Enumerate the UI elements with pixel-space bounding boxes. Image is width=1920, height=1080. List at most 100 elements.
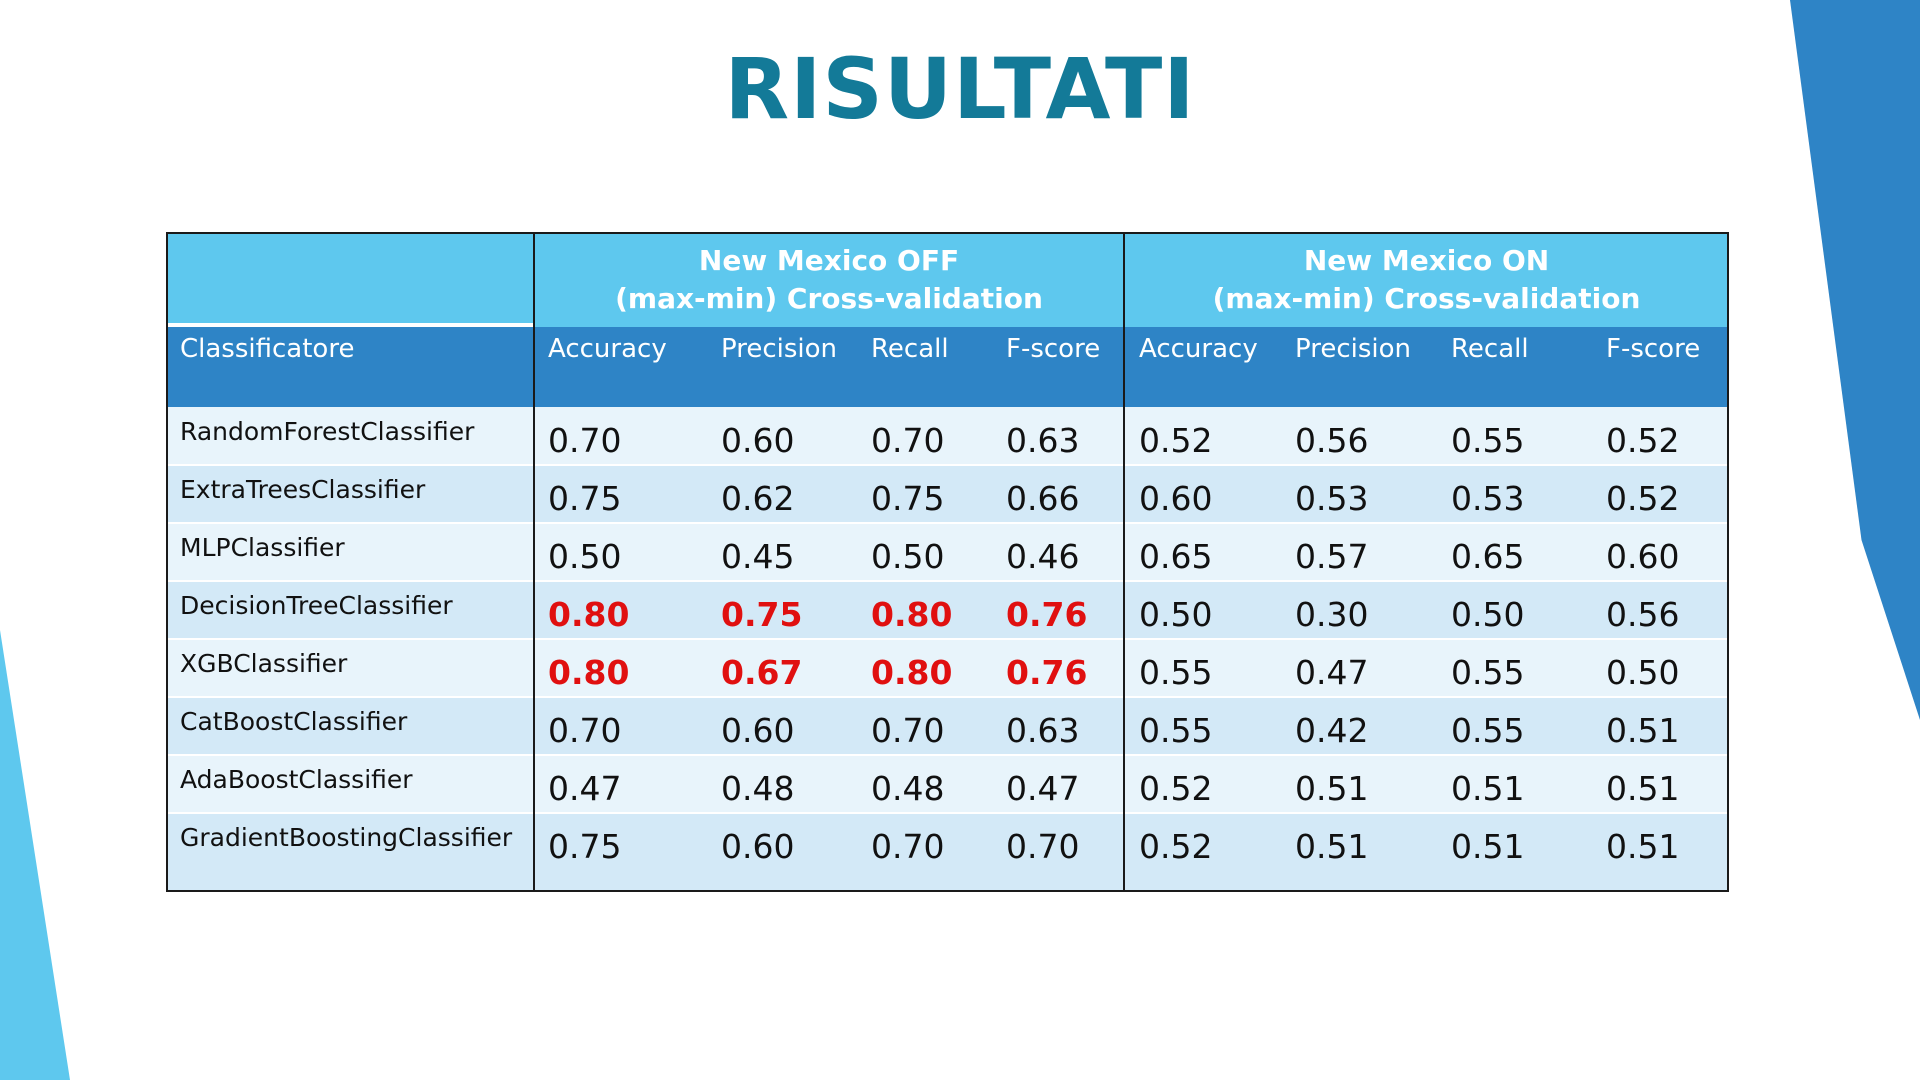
table-group-header — [168, 234, 1727, 327]
cell-off-value: 0.80 — [871, 595, 953, 634]
table-row: CatBoostClassifier 0.70 0.60 0.70 0.63 0.55 0.… — [168, 697, 1727, 755]
cell-off-value: 0.47 — [548, 769, 622, 808]
cell-on-value: 0.55 — [1139, 653, 1213, 692]
cell-off-value: 0.80 — [548, 595, 630, 634]
table-row: GradientBoostingClassifier 0.75 0.60 0.70 0.… — [168, 813, 1727, 890]
row-separator — [168, 522, 1727, 524]
classifier-name: RandomForestClassifier — [180, 417, 475, 446]
cell-on-value: 0.51 — [1295, 769, 1369, 808]
group-on-line2: (max-min) Cross-validation — [1212, 282, 1641, 315]
cell-off-value: 0.50 — [871, 537, 945, 576]
cell-on-value: 0.51 — [1606, 827, 1680, 866]
cell-on-value: 0.52 — [1139, 827, 1213, 866]
cell-off-value: 0.62 — [721, 479, 795, 518]
cell-on-value: 0.55 — [1451, 653, 1525, 692]
table-row: ExtraTreesClassifier 0.75 0.62 0.75 0.66 0.60… — [168, 465, 1727, 523]
row-separator — [168, 812, 1727, 814]
cell-on-value: 0.50 — [1451, 595, 1525, 634]
cell-off-value: 0.70 — [1006, 827, 1080, 866]
col-off-accuracy: Accuracy — [548, 334, 667, 364]
results-table: New Mexico OFF (max-min) Cross-validatio… — [166, 232, 1729, 892]
table-row: AdaBoostClassifier 0.47 0.48 0.48 0.47 0.52 0.… — [168, 755, 1727, 813]
cell-on-value: 0.47 — [1295, 653, 1369, 692]
cell-on-value: 0.42 — [1295, 711, 1369, 750]
cell-on-value: 0.53 — [1451, 479, 1525, 518]
cell-off-value: 0.70 — [871, 711, 945, 750]
cell-on-value: 0.52 — [1139, 421, 1213, 460]
group-off-line1: New Mexico OFF — [698, 244, 960, 277]
slide-title: RISULTATI — [724, 40, 1196, 138]
classifier-name: AdaBoostClassifier — [180, 765, 413, 794]
col-on-recall: Recall — [1451, 334, 1529, 364]
cell-on-value: 0.30 — [1295, 595, 1369, 634]
decorative-shape-left — [0, 630, 70, 1080]
cell-off-value: 0.63 — [1006, 711, 1080, 750]
row-separator — [168, 638, 1727, 640]
cell-on-value: 0.60 — [1139, 479, 1213, 518]
cell-on-value: 0.60 — [1606, 537, 1680, 576]
col-on-fscore: F-score — [1606, 334, 1701, 364]
row-separator — [168, 580, 1727, 582]
cell-off-value: 0.76 — [1006, 653, 1088, 692]
cell-on-value: 0.51 — [1451, 769, 1525, 808]
cell-on-value: 0.51 — [1295, 827, 1369, 866]
cell-off-value: 0.75 — [548, 479, 622, 518]
classifier-name: ExtraTreesClassifier — [180, 475, 426, 504]
cell-off-value: 0.70 — [871, 827, 945, 866]
cell-on-value: 0.52 — [1606, 479, 1680, 518]
cell-off-value: 0.80 — [548, 653, 630, 692]
cell-off-value: 0.70 — [548, 421, 622, 460]
cell-on-value: 0.51 — [1451, 827, 1525, 866]
classifier-name: GradientBoostingClassifier — [180, 823, 513, 852]
group-off-line2: (max-min) Cross-validation — [615, 282, 1043, 315]
cell-off-value: 0.66 — [1006, 479, 1080, 518]
group-header-on: New Mexico ON (max-min) Cross-validation — [1124, 242, 1727, 318]
cell-off-value: 0.75 — [721, 595, 803, 634]
classifier-name: XGBClassifier — [180, 649, 348, 678]
cell-on-value: 0.51 — [1606, 711, 1680, 750]
cell-on-value: 0.53 — [1295, 479, 1369, 518]
cell-off-value: 0.76 — [1006, 595, 1088, 634]
cell-off-value: 0.47 — [1006, 769, 1080, 808]
cell-off-value: 0.50 — [548, 537, 622, 576]
cell-off-value: 0.48 — [871, 769, 945, 808]
row-separator — [168, 754, 1727, 756]
cell-off-value: 0.46 — [1006, 537, 1080, 576]
cell-off-value: 0.75 — [871, 479, 945, 518]
col-on-accuracy: Accuracy — [1139, 334, 1258, 364]
row-header-label: Classificatore — [180, 334, 355, 364]
cell-on-value: 0.65 — [1451, 537, 1525, 576]
cell-on-value: 0.56 — [1295, 421, 1369, 460]
cell-on-value: 0.55 — [1451, 421, 1525, 460]
cell-on-value: 0.52 — [1139, 769, 1213, 808]
classifier-name: DecisionTreeClassifier — [180, 591, 453, 620]
cell-off-value: 0.67 — [721, 653, 803, 692]
col-off-recall: Recall — [871, 334, 949, 364]
col-off-precision: Precision — [721, 334, 838, 364]
classifier-name: MLPClassifier — [180, 533, 345, 562]
table-row: MLPClassifier 0.50 0.45 0.50 0.46 0.65 0.57 0.6… — [168, 523, 1727, 581]
cell-off-value: 0.70 — [548, 711, 622, 750]
cell-off-value: 0.60 — [721, 711, 795, 750]
cell-on-value: 0.50 — [1139, 595, 1213, 634]
table-row: DecisionTreeClassifier 0.80 0.75 0.80 0.76 0.… — [168, 581, 1727, 639]
cell-off-value: 0.75 — [548, 827, 622, 866]
col-on-precision: Precision — [1295, 334, 1412, 364]
column-divider — [1123, 234, 1125, 890]
cell-off-value: 0.80 — [871, 653, 953, 692]
row-separator — [168, 464, 1727, 466]
cell-on-value: 0.57 — [1295, 537, 1369, 576]
column-divider — [533, 234, 535, 890]
cell-off-value: 0.60 — [721, 421, 795, 460]
cell-on-value: 0.55 — [1139, 711, 1213, 750]
group-header-off: New Mexico OFF (max-min) Cross-validatio… — [534, 242, 1124, 318]
group-on-line1: New Mexico ON — [1303, 244, 1550, 277]
row-separator — [168, 696, 1727, 698]
table-column-header — [168, 327, 1727, 407]
cell-off-value: 0.60 — [721, 827, 795, 866]
cell-on-value: 0.56 — [1606, 595, 1680, 634]
table-row: XGBClassifier 0.80 0.67 0.80 0.76 0.55 0.47 0.5… — [168, 639, 1727, 697]
cell-on-value: 0.50 — [1606, 653, 1680, 692]
cell-on-value: 0.52 — [1606, 421, 1680, 460]
cell-on-value: 0.55 — [1451, 711, 1525, 750]
